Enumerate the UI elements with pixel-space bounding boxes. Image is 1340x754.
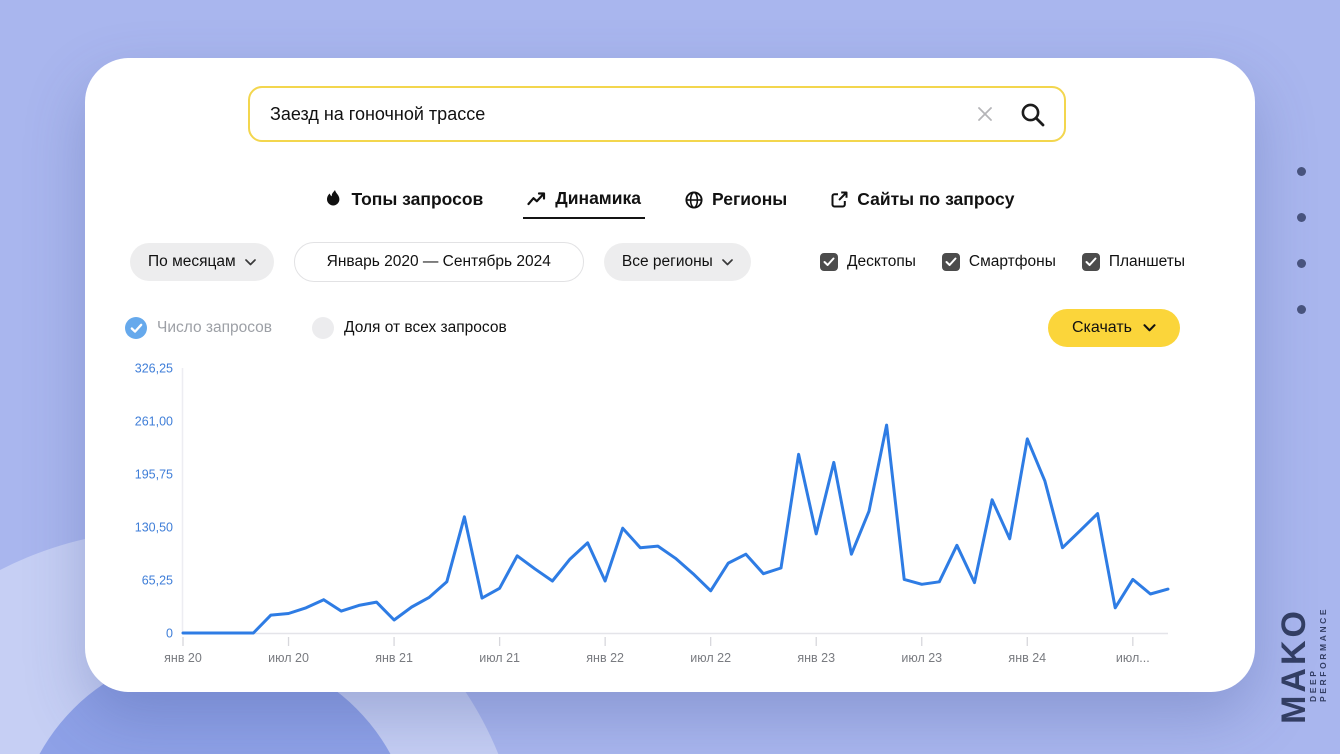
period-label: Январь 2020 — Сентябрь 2024 — [326, 253, 551, 270]
device-label: Смартфоны — [968, 253, 1056, 270]
checkbox-checked-icon — [820, 253, 838, 271]
checkbox-checked-icon — [1081, 253, 1100, 271]
clear-icon[interactable] — [975, 104, 995, 124]
tab-sites[interactable]: Сайты по запросу — [827, 184, 1018, 219]
selected-check-icon — [125, 317, 147, 339]
x-tick-label: янв 20 — [164, 651, 202, 665]
decor-dots — [1297, 167, 1306, 314]
search-bar — [248, 86, 1066, 142]
y-tick-label: 0 — [166, 627, 173, 641]
device-filters: Десктопы Смартфоны Планшеты — [820, 253, 1185, 271]
tabs-row: Топы запросов Динамика Регионы — [85, 184, 1255, 219]
checkbox-checked-icon — [941, 253, 960, 271]
x-tick-label: янв 22 — [586, 651, 624, 665]
download-button[interactable]: Скачать — [1048, 309, 1180, 347]
device-label: Десктопы — [847, 253, 916, 270]
y-tick-label: 195,75 — [135, 468, 173, 482]
device-label: Планшеты — [1108, 253, 1185, 270]
flame-icon — [326, 190, 339, 206]
chevron-down-icon — [244, 258, 256, 265]
x-tick-label: июл 20 — [268, 651, 309, 665]
y-tick-label: 261,00 — [135, 415, 173, 429]
search-icon[interactable] — [1019, 101, 1046, 128]
x-tick-label: июл 21 — [479, 651, 520, 665]
tab-label: Динамика — [555, 188, 642, 208]
download-label: Скачать — [1072, 319, 1132, 336]
region-dropdown[interactable]: Все регионы — [603, 243, 751, 281]
decor-dot — [1297, 213, 1306, 222]
checkbox-smartphones[interactable]: Смартфоны — [941, 253, 1056, 271]
legend-row: Число запросов Доля от всех запросов Ска… — [125, 309, 1180, 347]
series-line — [181, 423, 1170, 635]
search-input[interactable] — [270, 103, 975, 125]
x-tick-label: янв 24 — [1008, 651, 1046, 665]
tab-dynamics[interactable]: Динамика — [523, 184, 646, 219]
chart-canvas: 0 65,25 130,50 195,75 261,00 326,25 янв 20 июл … — [135, 362, 1170, 665]
decor-dot — [1297, 259, 1306, 268]
x-tick-label: янв 21 — [375, 651, 413, 665]
checkbox-tablets[interactable]: Планшеты — [1081, 253, 1185, 271]
metric-count-toggle[interactable]: Число запросов — [125, 317, 272, 339]
period-picker[interactable]: Январь 2020 — Сентябрь 2024 — [293, 242, 584, 282]
x-tick-label: янв 23 — [797, 651, 835, 665]
unselected-circle-icon — [312, 317, 335, 339]
region-label: Все регионы — [621, 253, 713, 270]
y-tick-label: 65,25 — [142, 574, 173, 588]
checkbox-desktops[interactable]: Десктопы — [820, 253, 916, 271]
chevron-down-icon — [1143, 324, 1156, 332]
tab-label: Сайты по запросу — [857, 189, 1015, 209]
chevron-down-icon — [721, 258, 733, 265]
x-tick-label: июл 23 — [901, 651, 942, 665]
dynamics-chart: 0 65,25 130,50 195,75 261,00 326,25 янв 20 июл … — [115, 356, 1175, 672]
external-link-icon — [831, 191, 848, 208]
filters-row: По месяцам Январь 2020 — Сентябрь 2024 В… — [130, 242, 1185, 282]
tab-label: Регионы — [712, 189, 788, 209]
y-tick-label: 326,25 — [135, 362, 173, 376]
metric-share-toggle[interactable]: Доля от всех запросов — [312, 317, 507, 339]
decor-dot — [1297, 305, 1306, 314]
granularity-dropdown[interactable]: По месяцам — [130, 243, 274, 281]
x-tick-label: июл... — [1116, 651, 1150, 665]
decor-dot — [1297, 167, 1306, 176]
tab-regions[interactable]: Регионы — [681, 184, 791, 219]
globe-icon — [685, 190, 703, 209]
metric-count-label: Число запросов — [157, 319, 273, 336]
trend-up-icon — [527, 192, 546, 206]
metric-share-label: Доля от всех запросов — [344, 319, 507, 336]
x-tick-label: июл 22 — [690, 651, 731, 665]
brand-tagline: DEEP PERFORMANCE — [1308, 606, 1328, 702]
tab-label: Топы запросов — [351, 189, 484, 209]
y-tick-label: 130,50 — [135, 521, 173, 535]
main-card: Топы запросов Динамика Регионы — [85, 58, 1255, 692]
tab-top-queries[interactable]: Топы запросов — [322, 184, 488, 219]
granularity-label: По месяцам — [148, 253, 236, 270]
